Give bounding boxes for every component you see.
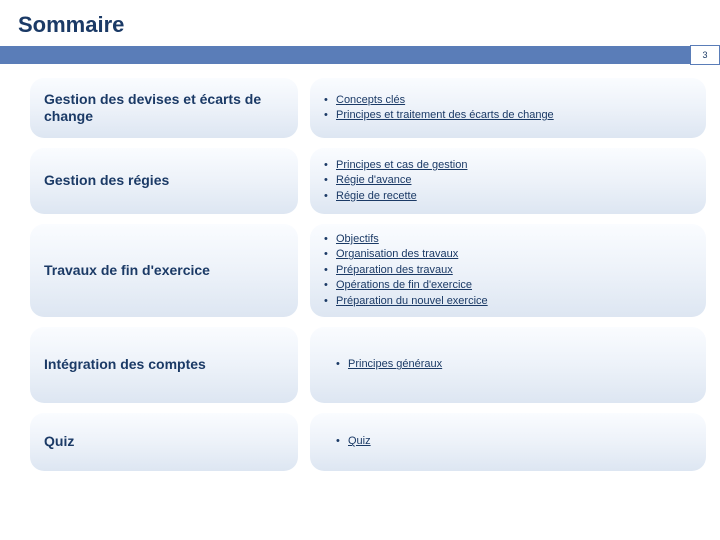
toc-link[interactable]: Régie de recette xyxy=(336,190,417,202)
list-item: Préparation des travaux xyxy=(324,263,488,278)
page-number: 3 xyxy=(690,45,720,65)
list-item: Objectifs xyxy=(324,232,488,247)
list-item: Concepts clés xyxy=(324,93,554,108)
section-row: Quiz Quiz xyxy=(0,413,720,471)
toc-link[interactable]: Préparation du nouvel exercice xyxy=(336,295,488,307)
toc-link[interactable]: Préparation des travaux xyxy=(336,264,453,276)
toc-link[interactable]: Principes généraux xyxy=(348,358,442,370)
section-items: Principes généraux xyxy=(310,327,706,403)
section-row: Gestion des régies Principes et cas de g… xyxy=(0,148,720,214)
section-row: Gestion des devises et écarts de change … xyxy=(0,78,720,138)
section-row: Intégration des comptes Principes généra… xyxy=(0,327,720,403)
section-heading-text: Gestion des devises et écarts de change xyxy=(44,91,284,126)
section-row: Travaux de fin d'exercice Objectifs Orga… xyxy=(0,224,720,317)
list-item: Régie d'avance xyxy=(324,173,467,188)
section-items: Quiz xyxy=(310,413,706,471)
section-heading-text: Travaux de fin d'exercice xyxy=(44,262,210,280)
list-item: Préparation du nouvel exercice xyxy=(324,294,488,309)
section-items: Concepts clés Principes et traitement de… xyxy=(310,78,706,138)
page-title: Sommaire xyxy=(0,0,720,46)
section-heading-text: Intégration des comptes xyxy=(44,356,206,374)
toc-link[interactable]: Principes et cas de gestion xyxy=(336,159,467,171)
section-heading: Intégration des comptes xyxy=(30,327,298,403)
list-item: Principes et cas de gestion xyxy=(324,158,467,173)
list-item: Quiz xyxy=(336,434,371,449)
section-heading: Gestion des régies xyxy=(30,148,298,214)
sections-container: Gestion des devises et écarts de change … xyxy=(0,64,720,471)
list-item: Principes et traitement des écarts de ch… xyxy=(324,108,554,123)
section-heading: Quiz xyxy=(30,413,298,471)
toc-link[interactable]: Principes et traitement des écarts de ch… xyxy=(336,109,554,121)
list-item: Organisation des travaux xyxy=(324,247,488,262)
toc-link[interactable]: Opérations de fin d'exercice xyxy=(336,279,472,291)
section-items: Principes et cas de gestion Régie d'avan… xyxy=(310,148,706,214)
header-bar: 3 xyxy=(0,46,720,64)
section-heading: Travaux de fin d'exercice xyxy=(30,224,298,317)
toc-link[interactable]: Quiz xyxy=(348,435,371,447)
section-heading: Gestion des devises et écarts de change xyxy=(30,78,298,138)
toc-link[interactable]: Régie d'avance xyxy=(336,174,412,186)
toc-link[interactable]: Organisation des travaux xyxy=(336,248,458,260)
list-item: Régie de recette xyxy=(324,189,467,204)
section-items: Objectifs Organisation des travaux Prépa… xyxy=(310,224,706,317)
toc-link[interactable]: Concepts clés xyxy=(336,94,405,106)
section-heading-text: Quiz xyxy=(44,433,74,451)
list-item: Opérations de fin d'exercice xyxy=(324,278,488,293)
section-heading-text: Gestion des régies xyxy=(44,172,169,190)
list-item: Principes généraux xyxy=(336,357,442,372)
toc-link[interactable]: Objectifs xyxy=(336,233,379,245)
